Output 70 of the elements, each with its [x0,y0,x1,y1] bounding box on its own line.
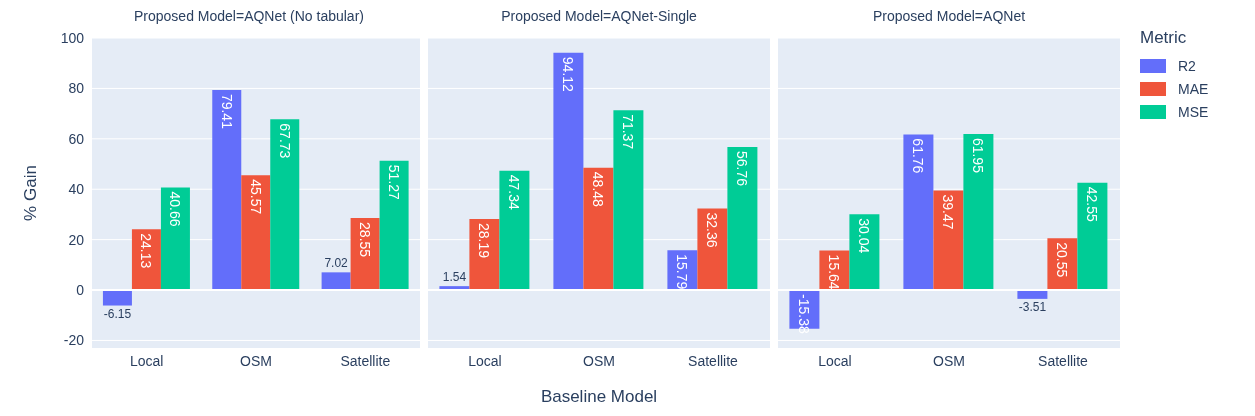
legend-label: R2 [1177,56,1197,76]
bar [727,146,758,291]
y-axis-title: % Gain [21,165,41,221]
data-label: 30.04 [856,218,873,254]
x-tick-label: Local [129,352,164,369]
data-label: 47.34 [506,174,523,210]
bar [613,110,644,291]
bar [963,133,994,291]
y-tick-label: 20 [68,231,85,248]
data-label: 71.37 [620,114,637,150]
bar [270,119,300,291]
data-label: 42.55 [1084,186,1101,223]
data-label: 20.55 [1054,242,1071,278]
data-label: 24.13 [138,233,155,269]
y-tick-label: 80 [68,80,85,97]
chart-title: Proposed Model=AQNet-Single [500,8,698,26]
bar [1077,182,1108,291]
legend-label: MSE [1177,102,1209,122]
y-tick-label: 60 [68,130,85,147]
data-label: 48.48 [590,171,607,208]
data-label: 28.55 [357,222,374,258]
data-label: 15.64 [826,254,843,290]
y-tick-label: 40 [68,181,85,198]
bar [160,187,190,291]
data-label: 94.12 [560,56,577,93]
bar [212,89,242,291]
bar [697,208,728,291]
data-label: 15.79 [674,254,691,290]
bar [321,272,351,291]
bar [379,160,409,291]
bar [903,134,934,291]
x-tick-label: OSM [240,352,272,369]
bar [583,167,614,291]
x-axis-title: Baseline Model [540,387,658,406]
legend-title: Metric [1140,28,1188,48]
bar [102,290,132,306]
x-tick-label: Local [468,352,502,369]
chart-title: Proposed Model=AQNet [871,8,1027,26]
x-tick-label: Satellite [688,352,739,369]
bar [241,175,271,291]
data-label: 1.54 [442,270,467,285]
data-label: 7.02 [324,256,349,271]
data-label: 28.19 [476,222,493,259]
data-label: 56.76 [734,150,751,187]
data-label: 61.76 [910,138,927,174]
data-label: 40.66 [167,191,184,227]
x-tick-label: Satellite [1038,352,1089,369]
y-tick-label: 0 [76,282,85,298]
y-tick-label: 100 [60,29,85,46]
bar [499,170,530,291]
legend-label: MAE [1177,79,1209,99]
data-label: 39.47 [940,194,957,230]
data-label: 61.95 [970,137,987,174]
chart-title: Proposed Model=AQNet (No tabular) [133,8,365,26]
x-tick-label: OSM [583,352,615,369]
y-tick-label: -20 [63,332,85,349]
data-label: 67.73 [276,123,293,159]
data-label: 79.41 [218,93,235,130]
bar [553,52,584,291]
x-tick-label: OSM [933,352,965,369]
x-tick-label: Local [818,352,852,369]
x-tick-label: Satellite [340,352,391,369]
data-label: 45.57 [247,179,264,215]
data-label: -6.15 [103,306,132,321]
data-label: 51.27 [386,164,403,201]
bar [1017,290,1048,299]
bar [849,214,880,291]
data-label: -3.51 [1018,299,1047,314]
bar [933,190,964,291]
data-label: 32.36 [704,212,721,248]
